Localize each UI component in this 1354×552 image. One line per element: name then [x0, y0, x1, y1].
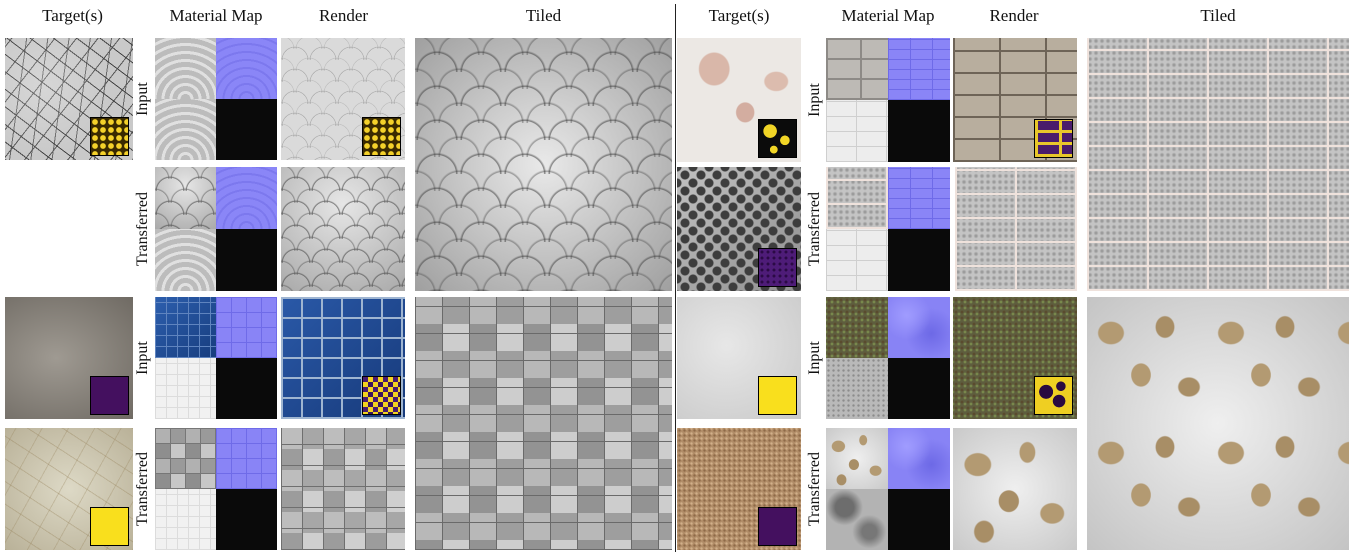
render-mask-inset — [362, 376, 401, 415]
render-transferred — [281, 428, 405, 550]
row-label-input: Input — [134, 82, 151, 116]
normal-map — [888, 38, 950, 100]
roughness-map — [826, 489, 888, 550]
normal-map — [216, 167, 277, 229]
target-image-plaster — [5, 428, 133, 550]
material-map-transferred — [826, 167, 950, 291]
target-mask-inset — [758, 248, 797, 287]
material-map-input — [826, 38, 950, 162]
target-mask-inset — [90, 117, 129, 156]
metallic-map — [216, 229, 277, 291]
header-targets-right: Target(s) — [708, 6, 770, 25]
metallic-map — [888, 358, 950, 419]
tiled-render-tiles — [415, 297, 672, 550]
render-mask-inset — [362, 117, 401, 156]
target-mask-inset — [90, 376, 129, 415]
header-targets-left: Target(s) — [42, 6, 103, 25]
render-input — [281, 297, 405, 419]
target-image-stucco — [677, 428, 801, 550]
render-mask-inset — [1034, 376, 1073, 415]
header-render-right: Render — [989, 6, 1039, 25]
header-tiled-left: Tiled — [525, 6, 562, 25]
metallic-map — [216, 99, 277, 160]
target-image-concrete — [5, 297, 133, 419]
metallic-map — [888, 229, 950, 291]
target-mask-inset — [758, 376, 797, 415]
render-input — [281, 38, 405, 160]
render-mask-inset — [1034, 119, 1073, 158]
target-mask-inset — [90, 507, 129, 546]
material-map-transferred — [155, 167, 277, 291]
row-label-input: Input — [134, 341, 151, 375]
render-transferred — [281, 167, 405, 291]
normal-map — [216, 428, 277, 489]
roughness-map — [826, 229, 888, 291]
normal-map — [888, 428, 950, 489]
roughness-map — [155, 358, 216, 419]
panel-divider — [675, 4, 676, 552]
roughness-map — [155, 489, 216, 550]
render-transferred — [955, 167, 1077, 291]
row-label-transferred: Transferred — [134, 451, 151, 527]
row-label-transferred: Transferred — [806, 191, 823, 267]
target-image-smooth-concrete — [677, 297, 801, 419]
roughness-map — [155, 99, 216, 160]
header-material-map-right: Material Map — [841, 6, 935, 25]
render-transferred — [953, 428, 1077, 550]
material-map-transferred — [155, 428, 277, 550]
material-map-input — [155, 297, 277, 419]
tiled-render-bricks — [1087, 38, 1349, 291]
render-input — [953, 38, 1077, 162]
albedo-map — [155, 167, 216, 229]
material-map-input — [155, 38, 277, 160]
roughness-map — [155, 229, 216, 291]
target-image-plaster-stains — [677, 38, 801, 162]
material-map-input — [826, 297, 950, 419]
material-map-transferred — [826, 428, 950, 550]
normal-map — [888, 167, 950, 229]
metallic-map — [216, 489, 277, 550]
tiled-render-sand-snow — [1087, 297, 1349, 550]
albedo-map — [826, 297, 888, 358]
normal-map — [216, 38, 277, 99]
albedo-map — [155, 38, 216, 99]
header-render-left: Render — [318, 6, 369, 25]
roughness-map — [826, 358, 888, 419]
metallic-map — [888, 100, 950, 162]
header-material-map-left: Material Map — [169, 6, 263, 25]
tiled-render-scales — [415, 38, 672, 291]
row-label-transferred: Transferred — [806, 451, 823, 527]
render-input — [953, 297, 1077, 419]
metallic-map — [216, 358, 277, 419]
row-label-input: Input — [806, 83, 823, 117]
normal-map — [888, 297, 950, 358]
albedo-map — [155, 428, 216, 489]
target-image-perforated-metal — [677, 167, 801, 291]
row-label-input: Input — [806, 341, 823, 375]
albedo-map — [155, 297, 216, 358]
metallic-map — [888, 489, 950, 550]
target-image-cobblestone — [5, 38, 133, 160]
target-mask-inset — [758, 119, 797, 158]
normal-map — [216, 297, 277, 358]
albedo-map — [826, 167, 888, 229]
albedo-map — [826, 38, 888, 100]
target-mask-inset — [758, 507, 797, 546]
albedo-map — [826, 428, 888, 489]
row-label-transferred: Transferred — [134, 191, 151, 267]
header-tiled-right: Tiled — [1200, 6, 1236, 25]
roughness-map — [826, 100, 888, 162]
